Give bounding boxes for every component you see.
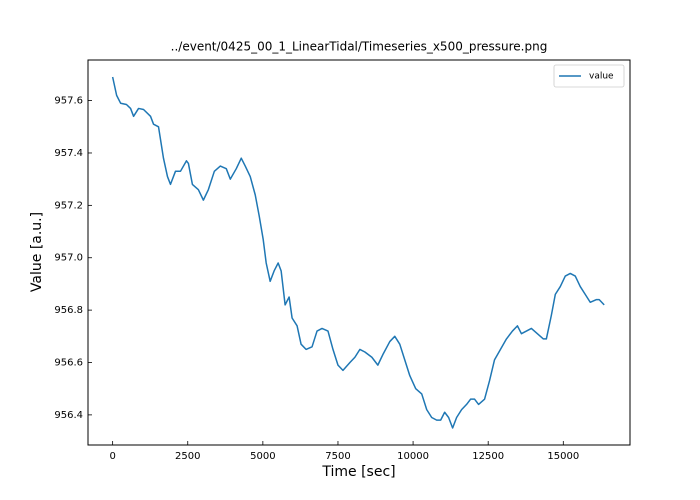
x-tick-label: 15000 xyxy=(547,451,579,462)
y-axis-label: Value [a.u.] xyxy=(29,212,45,292)
y-tick-label: 956.8 xyxy=(54,305,83,316)
x-tick-label: 10000 xyxy=(397,451,429,462)
y-tick-label: 957.2 xyxy=(54,200,83,211)
y-tick-label: 957.4 xyxy=(54,148,83,159)
plot-frame xyxy=(87,59,631,446)
x-tick-label: 5000 xyxy=(250,451,275,462)
y-tick-label: 956.4 xyxy=(54,410,83,421)
x-tick-label: 7500 xyxy=(325,451,350,462)
x-tick-label: 12500 xyxy=(472,451,504,462)
legend-box xyxy=(553,64,625,88)
chart-title: ../event/0425_00_1_LinearTidal/Timeserie… xyxy=(171,40,548,54)
x-axis-label: Time [sec] xyxy=(321,464,395,480)
x-tick-label: 2500 xyxy=(175,451,200,462)
legend-text: value xyxy=(589,72,614,82)
x-tick-label: 0 xyxy=(109,451,115,462)
y-tick-label: 957.0 xyxy=(54,253,83,264)
y-tick-label: 957.6 xyxy=(54,96,83,107)
y-tick-label: 956.6 xyxy=(54,358,83,369)
data-line xyxy=(111,76,605,429)
